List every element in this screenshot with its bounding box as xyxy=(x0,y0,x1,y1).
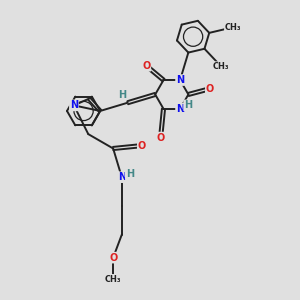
Text: N: N xyxy=(70,100,78,110)
Text: O: O xyxy=(109,253,117,262)
Text: N: N xyxy=(176,104,184,114)
Text: H: H xyxy=(126,169,134,179)
Text: CH₃: CH₃ xyxy=(105,275,122,284)
Text: H: H xyxy=(118,90,127,100)
Text: O: O xyxy=(138,141,146,151)
Text: O: O xyxy=(206,84,214,94)
Text: N: N xyxy=(176,75,184,85)
Text: H: H xyxy=(184,100,192,110)
Text: CH₃: CH₃ xyxy=(213,62,230,71)
Text: O: O xyxy=(157,133,165,142)
Text: O: O xyxy=(142,61,150,71)
Text: N: N xyxy=(118,172,126,182)
Text: CH₃: CH₃ xyxy=(225,23,241,32)
